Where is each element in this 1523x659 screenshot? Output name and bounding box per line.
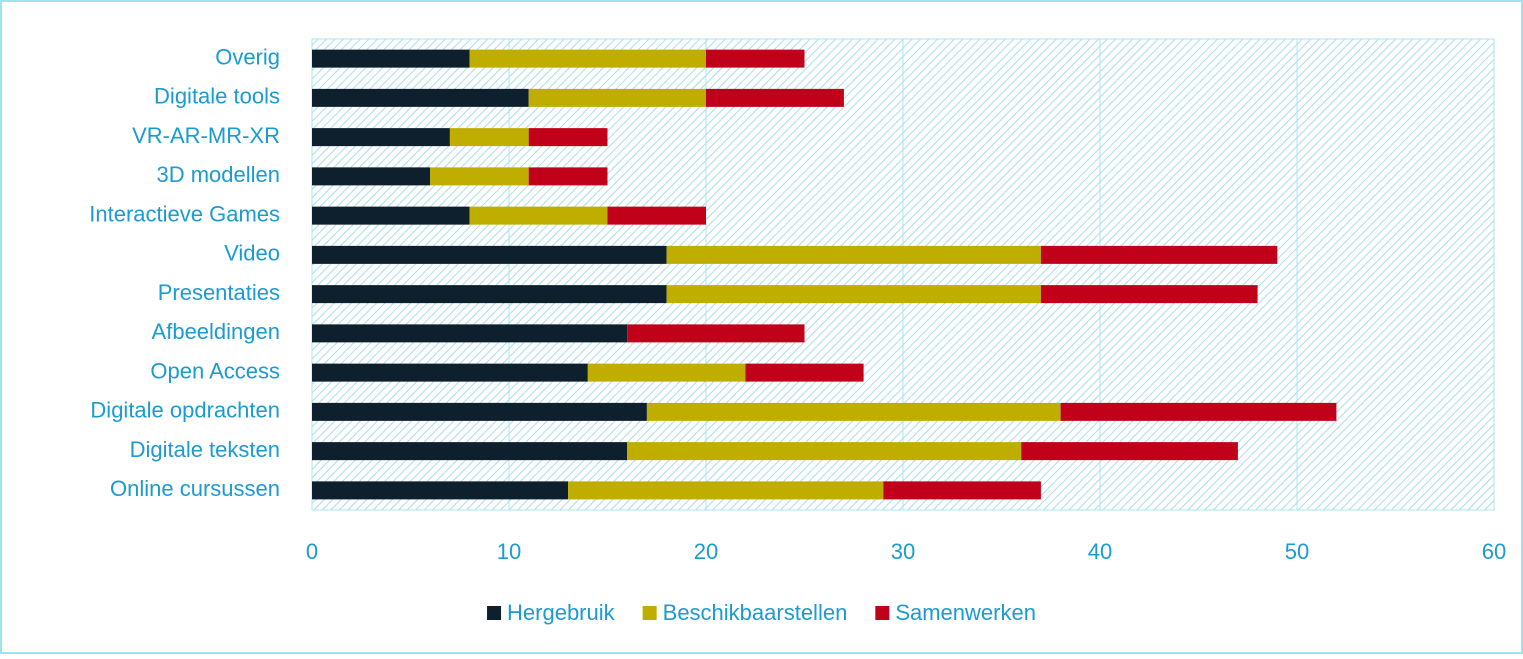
bar-segment	[528, 167, 608, 186]
bar-segment	[646, 402, 1061, 421]
bar-segment	[706, 49, 805, 68]
x-tick-label: 30	[891, 539, 915, 564]
bar-segment	[312, 128, 450, 147]
legend-swatch	[875, 606, 890, 620]
y-tick-label: Video	[224, 241, 280, 266]
bar-segment	[312, 245, 667, 264]
y-tick-label: Digitale teksten	[130, 437, 280, 462]
bar-segment	[883, 481, 1041, 500]
x-tick-label: 60	[1482, 539, 1506, 564]
bar-segment	[312, 88, 529, 107]
bar-segment	[312, 481, 569, 500]
bar-segment	[1021, 442, 1238, 461]
bar-segment	[312, 324, 628, 343]
bar-segment	[568, 481, 884, 500]
bar-segment	[312, 206, 470, 225]
bar-segment	[469, 49, 706, 68]
bar-segment	[312, 167, 431, 186]
bar-segment	[430, 167, 529, 186]
y-tick-label: Open Access	[150, 358, 280, 383]
bar-segment	[312, 49, 470, 68]
bar-segment	[666, 285, 1041, 304]
legend-label: Samenwerken	[895, 600, 1036, 625]
y-tick-label: VR-AR-MR-XR	[132, 123, 280, 148]
y-tick-label: 3D modellen	[156, 162, 280, 187]
legend-label: Beschikbaarstellen	[663, 600, 848, 625]
bar-segment	[312, 402, 647, 421]
x-tick-label: 10	[497, 539, 521, 564]
y-tick-label: Digitale tools	[154, 84, 280, 109]
bar-segment	[449, 128, 529, 147]
legend-swatch	[487, 606, 502, 620]
x-tick-label: 20	[694, 539, 718, 564]
bar-segment	[312, 363, 588, 382]
bar-segment	[666, 245, 1041, 264]
x-tick-label: 50	[1285, 539, 1309, 564]
bar-segment	[1040, 285, 1258, 304]
bar-segment	[312, 285, 667, 304]
y-tick-label: Presentaties	[158, 280, 280, 305]
bar-segment	[1040, 245, 1278, 264]
legend-swatch	[642, 606, 657, 620]
y-tick-label: Digitale opdrachten	[90, 398, 280, 423]
bar-segment	[528, 128, 608, 147]
bar-segment	[627, 324, 805, 343]
bar-segment	[312, 442, 628, 461]
bar-segment	[469, 206, 608, 225]
bar-segment	[1060, 402, 1337, 421]
x-tick-label: 40	[1088, 539, 1112, 564]
y-tick-label: Afbeeldingen	[152, 319, 280, 344]
legend-label: Hergebruik	[507, 600, 616, 625]
bar-segment	[745, 363, 864, 382]
bar-segment	[706, 88, 844, 107]
y-tick-label: Interactieve Games	[89, 201, 280, 226]
bar-segment	[587, 363, 746, 382]
bar-segment	[627, 442, 1022, 461]
bar-segment	[528, 88, 706, 107]
y-tick-label: Overig	[215, 44, 280, 69]
x-tick-label: 0	[306, 539, 318, 564]
y-tick-label: Online cursussen	[110, 476, 280, 501]
bar-segment	[607, 206, 706, 225]
